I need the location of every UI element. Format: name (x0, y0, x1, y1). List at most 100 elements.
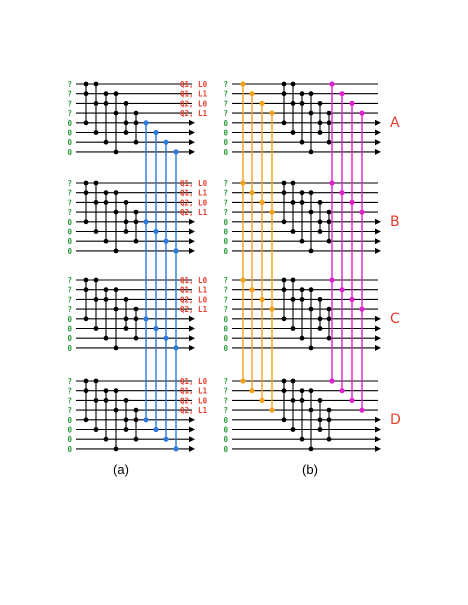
output-arrow (375, 148, 381, 155)
orange-dot (249, 91, 255, 97)
input-label: 0 (67, 237, 72, 246)
output-label: Q1, L1 (180, 387, 208, 396)
output-arrow (375, 218, 381, 225)
control-dot (317, 326, 323, 331)
input-label: ? (223, 80, 228, 89)
control-dot (123, 200, 129, 205)
control-dot (113, 110, 119, 116)
output-label: Q1, L0 (180, 80, 208, 89)
magenta-dot (329, 180, 335, 186)
control-dot (317, 417, 323, 423)
control-dot (113, 407, 119, 413)
control-dot (93, 277, 99, 283)
control-dot (113, 190, 119, 196)
input-label: ? (67, 406, 72, 415)
control-dot (281, 91, 287, 97)
input-label: 0 (67, 218, 72, 227)
blue-dot (143, 417, 149, 423)
control-dot (299, 297, 305, 302)
input-label: ? (223, 179, 228, 188)
input-label: 0 (223, 344, 228, 353)
control-dot (281, 277, 287, 283)
output-arrow (375, 426, 381, 433)
block-label: C (390, 311, 400, 327)
input-label: ? (67, 208, 72, 217)
blue-dot (173, 149, 179, 155)
orange-dot (259, 296, 265, 302)
control-dot (299, 388, 305, 394)
control-dot (103, 101, 109, 106)
control-dot (290, 326, 296, 331)
input-label: 0 (67, 344, 72, 353)
input-label: 0 (223, 228, 228, 237)
magenta-dot (359, 209, 365, 215)
blue-dot (143, 120, 149, 126)
control-dot (299, 190, 305, 196)
control-dot (281, 388, 287, 394)
control-dot (93, 398, 99, 403)
output-arrow (189, 139, 195, 146)
control-dot (123, 316, 129, 322)
input-label: 0 (223, 247, 228, 256)
input-label: ? (67, 99, 72, 108)
control-dot (290, 81, 296, 87)
output-arrow (189, 436, 195, 443)
control-dot (93, 326, 99, 331)
output-label: Q1, L0 (180, 276, 208, 285)
input-label: 0 (67, 119, 72, 128)
magenta-dot (339, 91, 345, 97)
orange-dot (249, 190, 255, 196)
block-label: B (390, 214, 400, 230)
control-dot (83, 81, 89, 87)
control-dot (308, 110, 314, 116)
input-label: 0 (67, 416, 72, 425)
input-label: 0 (223, 426, 228, 435)
orange-dot (249, 287, 255, 293)
control-dot (83, 316, 89, 322)
output-arrow (189, 148, 195, 155)
control-dot (281, 180, 287, 186)
control-dot (299, 101, 305, 106)
magenta-dot (329, 378, 335, 384)
control-dot (123, 130, 129, 135)
control-dot (326, 238, 332, 244)
control-dot (113, 345, 119, 351)
control-dot (326, 139, 332, 145)
control-dot (290, 427, 296, 432)
control-dot (133, 436, 139, 442)
output-arrow (375, 247, 381, 254)
output-label: Q1, L0 (180, 377, 208, 386)
input-label: 0 (223, 237, 228, 246)
control-dot (308, 248, 314, 254)
blue-dot (173, 248, 179, 254)
output-arrow (189, 228, 195, 235)
control-dot (123, 219, 129, 225)
output-arrow (189, 218, 195, 225)
output-label: Q1, L1 (180, 189, 208, 198)
output-arrow (189, 119, 195, 126)
control-dot (326, 110, 332, 116)
control-dot (133, 110, 139, 116)
control-dot (103, 190, 109, 196)
input-label: 0 (67, 247, 72, 256)
control-dot (133, 306, 139, 312)
input-label: 0 (223, 218, 228, 227)
orange-dot (240, 81, 246, 87)
control-dot (290, 229, 296, 234)
control-dot (290, 277, 296, 283)
orange-dot (240, 180, 246, 186)
input-label: ? (67, 387, 72, 396)
control-dot (83, 190, 89, 196)
control-dot (93, 378, 99, 384)
output-arrow (189, 315, 195, 322)
control-dot (83, 277, 89, 283)
output-arrow (375, 139, 381, 146)
input-label: ? (67, 305, 72, 314)
input-label: 0 (67, 426, 72, 435)
control-dot (281, 81, 287, 87)
output-label: Q2, L0 (180, 198, 208, 207)
input-label: 0 (67, 445, 72, 454)
control-dot (103, 238, 109, 244)
control-dot (103, 297, 109, 302)
